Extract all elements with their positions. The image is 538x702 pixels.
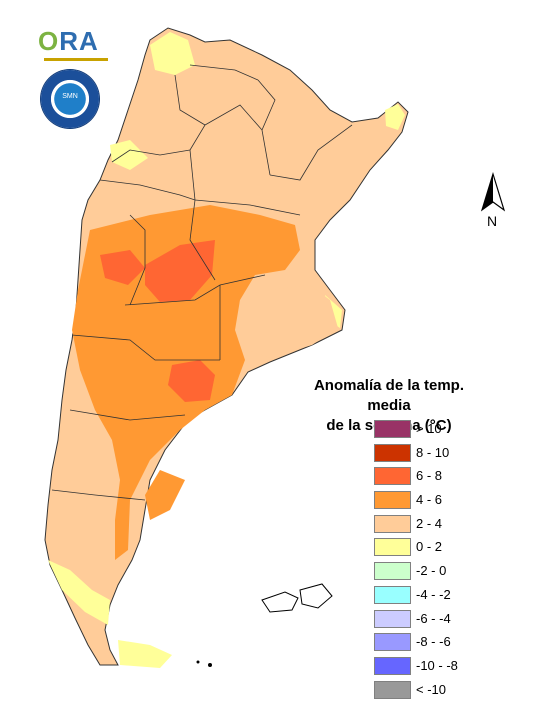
legend-swatch — [374, 633, 411, 652]
north-label: N — [487, 213, 498, 229]
zone-6-8-south — [168, 360, 215, 402]
legend-label: 4 - 6 — [416, 492, 443, 508]
zone-6-8-west — [100, 250, 145, 285]
legend-swatch — [374, 609, 411, 628]
province-borders — [51, 64, 353, 501]
malvinas-islands — [261, 583, 333, 613]
smn-seal-logo: SMN — [41, 70, 99, 128]
legend-label: 2 - 4 — [416, 515, 443, 531]
legend-label: < -10 — [416, 681, 446, 697]
smn-seal-text: SMN — [62, 93, 78, 100]
zone-0-2-north — [150, 32, 195, 75]
ora-logo: ORA — [38, 26, 99, 56]
legend-swatch — [374, 562, 411, 581]
zone-6-8-center — [145, 240, 215, 302]
zone-0-2-south — [48, 560, 110, 625]
zone-4-6-patagonia-east — [145, 470, 185, 520]
legend-title-line1: Anomalía de la temp. media — [313, 377, 465, 414]
ora-logo-underline — [44, 58, 108, 61]
legend-label: 0 - 2 — [416, 539, 443, 555]
small-islands — [196, 660, 212, 667]
legend-label: 6 - 8 — [416, 468, 443, 484]
legend-label: -4 - -2 — [416, 586, 451, 602]
legend-label: 8 - 10 — [416, 444, 450, 460]
legend-swatch — [374, 443, 411, 462]
legend-label: > 10 — [416, 421, 442, 436]
legend-swatch — [374, 585, 411, 604]
legend-swatch — [374, 491, 411, 510]
zone-0-2-northeast — [385, 104, 405, 130]
legend-label: -2 - 0 — [416, 563, 447, 579]
legend-label: -8 - -6 — [416, 634, 451, 650]
legend-swatch — [374, 420, 411, 438]
legend-swatch — [374, 656, 411, 675]
zone-0-2-west — [110, 140, 148, 170]
zone-0-2-tierra-fuego — [118, 640, 172, 668]
legend-swatch — [374, 538, 411, 557]
north-arrow-icon — [480, 172, 506, 212]
legend-swatch — [374, 467, 411, 486]
legend-label: -10 - -8 — [416, 657, 458, 673]
zone-2-4-buenos-aires — [238, 285, 338, 358]
legend-label: -6 - -4 — [416, 610, 451, 626]
legend-swatch — [374, 514, 411, 533]
